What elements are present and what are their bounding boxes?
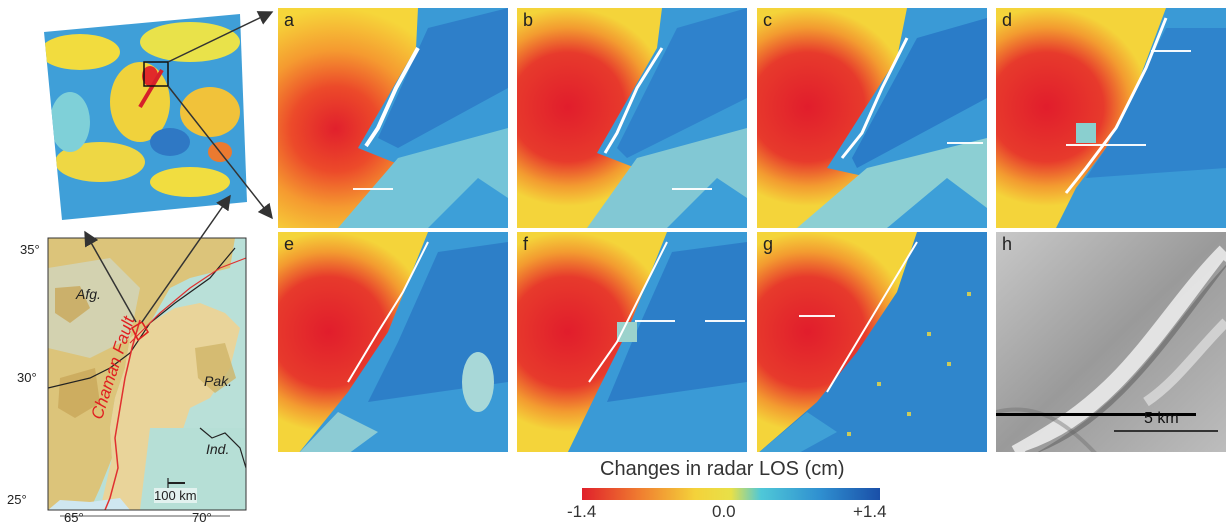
panel-b: b — [517, 8, 747, 228]
colorbar-min-label: -1.4 — [567, 502, 597, 521]
interferogram-overview — [40, 12, 250, 222]
colorbar-mid-label: 0.0 — [712, 502, 736, 521]
colorbar-max-label: +1.4 — [853, 502, 887, 521]
panel-label-c: c — [763, 10, 772, 30]
longitude-label-65: 65° — [64, 510, 84, 525]
panel-g: g — [757, 232, 987, 452]
colorbar — [582, 487, 880, 500]
panel-label-b: b — [523, 10, 534, 30]
hillshade-scale-bar — [1114, 430, 1218, 432]
panel-label-a: a — [284, 10, 295, 30]
latitude-label-35: 35° — [20, 242, 40, 257]
colorbar-title: Changes in radar LOS (cm) — [600, 458, 845, 480]
region-label-pakistan: Pak. — [204, 373, 233, 389]
panel-label-h: h — [1002, 234, 1013, 254]
hillshade-profile-line — [996, 413, 1196, 416]
panel-label-f: f — [523, 234, 529, 254]
panel-c: c — [757, 8, 987, 228]
panel-label-d: d — [1002, 10, 1013, 30]
region-label-afghanistan: Afg. — [76, 286, 101, 302]
hillshade-scale-label: 5 km — [1144, 410, 1179, 427]
location-map: 35° 30° 25° 65° 70° Afg. Pak. Ind. Chama… — [0, 228, 255, 527]
panel-f: f — [517, 232, 747, 452]
panel-label-e: e — [284, 234, 295, 254]
panel-label-g: g — [763, 234, 774, 254]
latitude-label-25: 25° — [7, 492, 27, 507]
panel-e: e — [278, 232, 508, 452]
latitude-label-30: 30° — [17, 370, 37, 385]
panel-d: d — [996, 8, 1226, 228]
region-label-india: Ind. — [206, 441, 230, 457]
panel-a: a — [278, 8, 508, 228]
panel-h: h 5 km — [996, 232, 1226, 452]
longitude-label-70: 70° — [192, 510, 212, 525]
map-scale-label: 100 km — [154, 488, 197, 503]
